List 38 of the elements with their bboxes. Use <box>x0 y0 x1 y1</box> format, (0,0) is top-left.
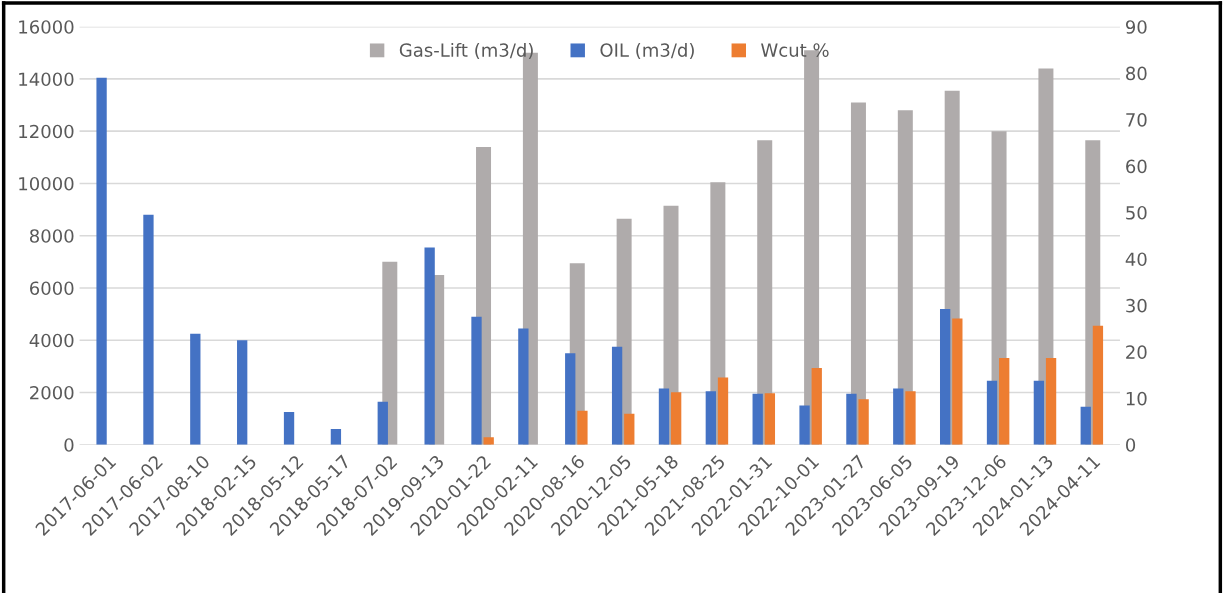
y2-tick-label: 0 <box>1126 438 1136 452</box>
y2-tick-label: 50 <box>1126 205 1147 220</box>
legend-label: Gas-Lift (m3/d) <box>399 42 533 60</box>
bar <box>471 316 482 445</box>
bar <box>96 77 107 445</box>
y2-tick-label: 40 <box>1125 252 1147 267</box>
y-tick-label: 16000 <box>19 20 74 34</box>
bar <box>382 261 398 445</box>
bar <box>624 413 635 445</box>
bar <box>483 437 494 445</box>
y-tick-label: 10000 <box>19 176 74 191</box>
y-tick-label: 4000 <box>29 333 74 348</box>
y2-tick-label: 20 <box>1126 345 1147 359</box>
y-tick-label: 14000 <box>19 72 74 87</box>
y-tick-label: 12000 <box>19 124 74 139</box>
y-tick-label: 8000 <box>29 229 74 243</box>
bar <box>283 412 295 445</box>
bar <box>518 328 529 445</box>
bar <box>424 247 435 445</box>
y2-tick-label: 90 <box>1125 20 1147 34</box>
y2-tick-label: 70 <box>1126 113 1147 127</box>
bar <box>330 429 342 445</box>
y2-tick-label: 10 <box>1126 391 1147 406</box>
y2-tick-label: 60 <box>1126 159 1147 174</box>
y2-tick-label: 30 <box>1126 298 1147 313</box>
y-tick-label: 0 <box>64 438 74 452</box>
bar <box>143 214 154 445</box>
bar <box>565 353 576 445</box>
y-tick-label: 2000 <box>30 385 74 400</box>
bar <box>377 401 388 445</box>
legend-label: OIL (m3/d) <box>600 42 694 60</box>
bar <box>611 346 623 445</box>
y2-tick-label: 80 <box>1126 66 1147 81</box>
bar <box>1080 406 1091 445</box>
legend-label: Wcut % <box>761 43 829 57</box>
y-tick-label: 6000 <box>30 281 74 296</box>
bar <box>237 340 248 445</box>
bar <box>190 333 201 445</box>
